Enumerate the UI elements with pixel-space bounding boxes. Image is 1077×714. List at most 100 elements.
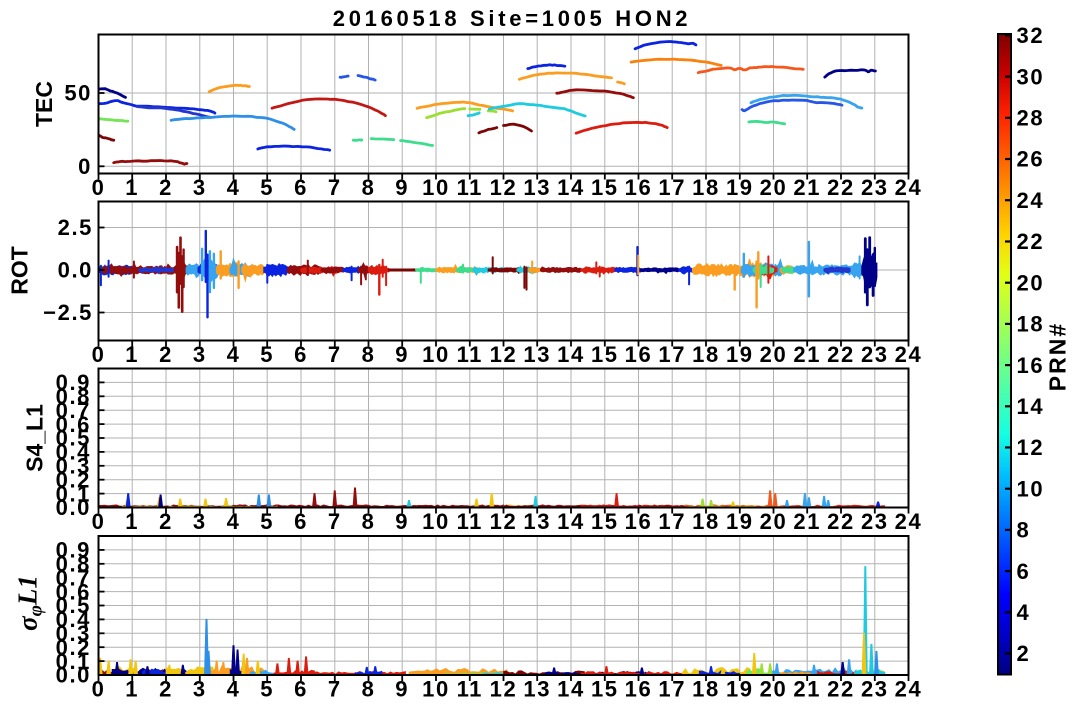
- svg-text:0: 0: [92, 677, 106, 702]
- svg-text:2: 2: [1017, 641, 1031, 666]
- svg-text:0.9: 0.9: [56, 370, 91, 395]
- svg-text:14: 14: [1017, 394, 1045, 419]
- svg-text:12: 12: [490, 509, 518, 534]
- svg-text:18: 18: [692, 509, 720, 534]
- svg-text:TEC: TEC: [31, 81, 57, 127]
- svg-text:10: 10: [422, 509, 450, 534]
- svg-text:22: 22: [827, 342, 855, 367]
- svg-text:0.2: 0.2: [56, 635, 91, 660]
- svg-text:24: 24: [1017, 188, 1045, 213]
- svg-text:0: 0: [78, 154, 92, 179]
- svg-text:24: 24: [895, 175, 923, 200]
- svg-text:20: 20: [760, 509, 788, 534]
- svg-text:21: 21: [793, 509, 821, 534]
- svg-text:16: 16: [625, 509, 653, 534]
- svg-text:23: 23: [861, 342, 889, 367]
- svg-text:14: 14: [557, 342, 585, 367]
- svg-text:0.1: 0.1: [56, 481, 91, 506]
- svg-text:24: 24: [895, 342, 923, 367]
- svg-text:3: 3: [193, 342, 207, 367]
- svg-text:0.5: 0.5: [56, 593, 91, 618]
- svg-text:5: 5: [260, 175, 274, 200]
- svg-text:0.2: 0.2: [56, 467, 91, 492]
- svg-text:0.7: 0.7: [56, 565, 91, 590]
- svg-text:14: 14: [557, 677, 585, 702]
- svg-text:4: 4: [1017, 600, 1031, 625]
- svg-text:0.8: 0.8: [56, 552, 91, 577]
- svg-text:0: 0: [92, 175, 106, 200]
- svg-text:9: 9: [395, 175, 409, 200]
- svg-text:10: 10: [422, 342, 450, 367]
- svg-text:16: 16: [625, 677, 653, 702]
- svg-text:22: 22: [827, 677, 855, 702]
- svg-text:11: 11: [457, 677, 483, 702]
- svg-text:16: 16: [1017, 353, 1045, 378]
- svg-text:22: 22: [1017, 229, 1045, 254]
- svg-text:0.6: 0.6: [56, 412, 91, 437]
- svg-text:8: 8: [362, 175, 376, 200]
- svg-text:16: 16: [625, 175, 653, 200]
- svg-text:0.3: 0.3: [56, 454, 91, 479]
- svg-text:5: 5: [260, 677, 274, 702]
- svg-text:19: 19: [726, 677, 754, 702]
- svg-text:12: 12: [1017, 435, 1045, 460]
- svg-text:6: 6: [294, 342, 308, 367]
- svg-text:8: 8: [362, 509, 376, 534]
- svg-text:5: 5: [260, 342, 274, 367]
- svg-text:18: 18: [692, 342, 720, 367]
- svg-text:50: 50: [64, 81, 92, 106]
- svg-text:6: 6: [294, 175, 308, 200]
- svg-text:15: 15: [591, 175, 619, 200]
- svg-text:15: 15: [591, 342, 619, 367]
- svg-text:13: 13: [523, 509, 551, 534]
- svg-text:16: 16: [625, 342, 653, 367]
- svg-text:−2.5: −2.5: [43, 300, 93, 325]
- svg-text:11: 11: [457, 342, 483, 367]
- svg-text:0.0: 0.0: [56, 663, 91, 688]
- svg-text:20160518 Site=1005 HON2: 20160518 Site=1005 HON2: [333, 6, 691, 31]
- svg-text:0.5: 0.5: [56, 426, 91, 451]
- svg-text:15: 15: [591, 509, 619, 534]
- svg-text:22: 22: [827, 175, 855, 200]
- svg-text:PRN#: PRN#: [1045, 322, 1071, 391]
- svg-text:4: 4: [227, 175, 241, 200]
- svg-text:1: 1: [125, 342, 139, 367]
- svg-text:0.4: 0.4: [56, 440, 91, 465]
- svg-text:1: 1: [125, 509, 139, 534]
- svg-text:8: 8: [362, 342, 376, 367]
- svg-text:0.0: 0.0: [56, 495, 91, 520]
- svg-text:1: 1: [125, 175, 139, 200]
- svg-text:3: 3: [193, 175, 207, 200]
- svg-text:10: 10: [1017, 476, 1045, 501]
- svg-text:23: 23: [861, 677, 889, 702]
- svg-text:30: 30: [1017, 64, 1045, 89]
- svg-text:4: 4: [227, 509, 241, 534]
- svg-text:23: 23: [861, 509, 889, 534]
- svg-text:21: 21: [793, 342, 821, 367]
- svg-text:6: 6: [294, 677, 308, 702]
- svg-text:12: 12: [490, 175, 518, 200]
- svg-text:12: 12: [490, 342, 518, 367]
- svg-text:9: 9: [395, 677, 409, 702]
- svg-text:18: 18: [1017, 312, 1045, 337]
- svg-text:0.3: 0.3: [56, 621, 91, 646]
- svg-text:4: 4: [227, 342, 241, 367]
- svg-text:21: 21: [793, 677, 821, 702]
- svg-text:15: 15: [591, 677, 619, 702]
- svg-text:23: 23: [861, 175, 889, 200]
- svg-text:0: 0: [92, 342, 106, 367]
- svg-text:4: 4: [227, 677, 241, 702]
- svg-text:18: 18: [692, 677, 720, 702]
- svg-text:17: 17: [658, 509, 686, 534]
- svg-text:19: 19: [726, 175, 754, 200]
- svg-text:8: 8: [362, 677, 376, 702]
- svg-text:2: 2: [159, 342, 173, 367]
- svg-text:14: 14: [557, 509, 585, 534]
- svg-text:0.8: 0.8: [56, 384, 91, 409]
- svg-text:13: 13: [523, 342, 551, 367]
- svg-text:19: 19: [726, 342, 754, 367]
- svg-text:12: 12: [490, 677, 518, 702]
- svg-text:20: 20: [1017, 270, 1045, 295]
- svg-text:18: 18: [692, 175, 720, 200]
- svg-text:17: 17: [658, 342, 686, 367]
